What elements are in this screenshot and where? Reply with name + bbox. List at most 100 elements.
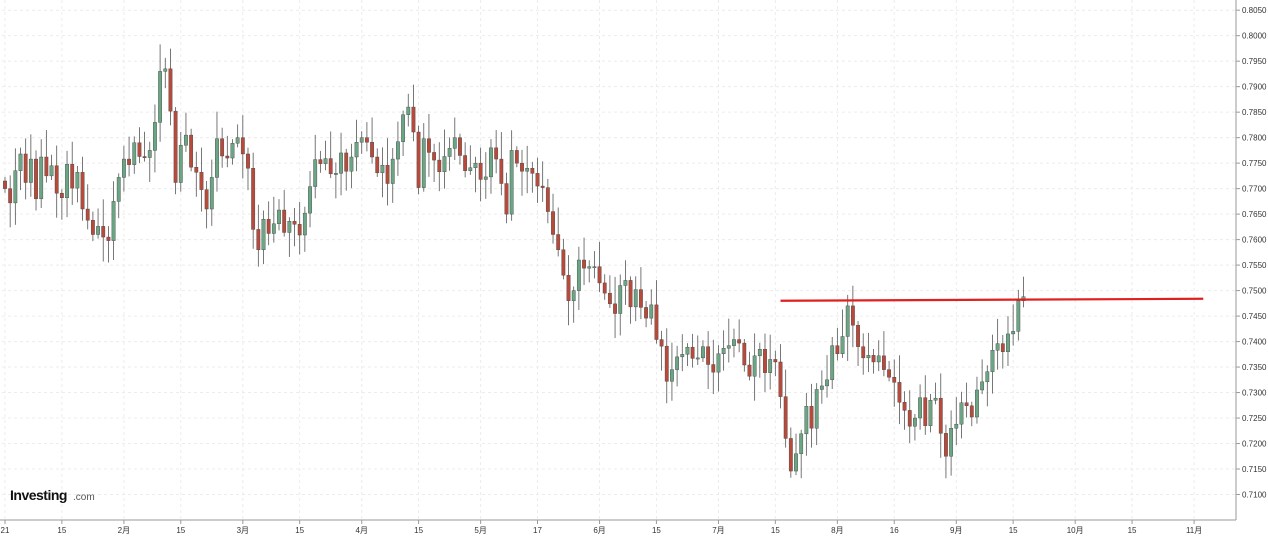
x-tick-label: 11月 [1186,526,1202,535]
candle-body [54,165,59,194]
y-tick-label: 0.7600 [1242,236,1267,245]
candle-body [427,138,431,153]
y-tick-label: 0.7400 [1242,338,1267,347]
candle-body [65,163,69,199]
candle-body [1011,331,1016,335]
axis-layer [0,0,1237,521]
candle-body [416,131,421,188]
candle-body [706,346,711,365]
candle-body [75,172,80,189]
candle-body [153,122,157,151]
candle-body [287,221,292,233]
candle-body [163,68,168,72]
candle-body [551,211,555,235]
y-tick-label: 0.8000 [1242,32,1267,41]
candle-body [313,159,318,187]
candle-body [773,359,778,363]
y-tick-label: 0.7650 [1242,210,1267,219]
candle-body [437,159,442,173]
candle-body [783,396,788,439]
candle-body [23,153,28,183]
candle-body [339,152,343,174]
candle-body [670,369,674,382]
candle-body [623,280,628,286]
y-tick-label: 0.7750 [1242,159,1267,168]
candle-body [8,188,13,204]
logo-suffix: .com [73,492,95,503]
y-tick-label: 0.7300 [1242,389,1267,398]
candle-body [230,143,235,159]
y-tick-labels: 0.8050 0.8000 0.7950 0.7900 0.7850 0.7800 0.77… [1242,6,1267,499]
x-tick-label: 16 [890,526,899,535]
candle-body [530,168,535,174]
candle-body [721,347,726,355]
x-tick-label: 15 [1009,526,1018,535]
candle-body [804,406,809,435]
y-tick-label: 0.7450 [1242,312,1267,321]
candle-body [458,137,462,156]
candle-body [308,186,312,214]
candle-body [478,162,483,180]
candle-body [34,158,38,200]
candle-body [768,359,773,373]
candle-body [799,433,804,454]
candle-body [473,162,478,168]
x-tick-label: 8月 [831,526,843,535]
candle-body [938,397,943,434]
candle-body [385,164,390,184]
candle-body [406,106,411,115]
x-tick-label: 5月 [474,526,486,535]
candle-body [127,158,131,165]
candle-body [452,137,457,149]
candle-body [302,212,307,236]
candle-body [204,189,209,210]
candle-body [887,369,891,378]
candle-body [111,201,116,241]
candle-body [701,346,705,359]
candle-body [489,147,493,178]
x-tick-label: 2月 [118,526,130,535]
grid-layer [2,0,1240,524]
candle-body [333,173,338,175]
candle-body [328,158,333,175]
candle-body [763,349,767,373]
y-tick-label: 0.7950 [1242,57,1267,66]
candle-body [866,355,871,359]
candle-body [819,385,824,390]
candle-body [483,176,488,180]
candle-body [520,162,524,172]
candle-body [349,156,354,172]
candle-body [892,377,897,383]
candle-body [933,397,938,401]
candle-body [3,180,7,189]
candle-body [256,229,261,251]
logo-main: Investing [10,487,67,503]
candle-body [778,361,783,397]
candle-body [876,355,881,363]
candle-body [850,305,855,326]
candle-body [178,145,183,183]
x-tick-label: 4月 [356,526,368,535]
candle-body [597,266,602,284]
candle-body [711,364,716,373]
candle-body [390,158,395,184]
candle-body [396,141,400,160]
candle-body [225,155,230,159]
investing-logo: Investing .com [10,487,95,503]
candle-body [990,350,995,372]
candle-body [649,304,654,319]
y-tick-label: 0.7250 [1242,414,1267,423]
candle-body [142,156,147,158]
y-tick-label: 0.7700 [1242,185,1267,194]
candle-body [235,137,240,144]
candle-body [690,346,695,359]
candle-body [251,168,256,230]
candle-body [757,349,762,357]
candle-body [685,346,690,355]
candle-body [106,236,111,241]
candle-body [344,152,349,172]
x-tick-label: 15 [1128,526,1137,535]
candle-body [1006,333,1010,352]
candle-body [571,290,576,301]
candle-body [96,226,100,235]
